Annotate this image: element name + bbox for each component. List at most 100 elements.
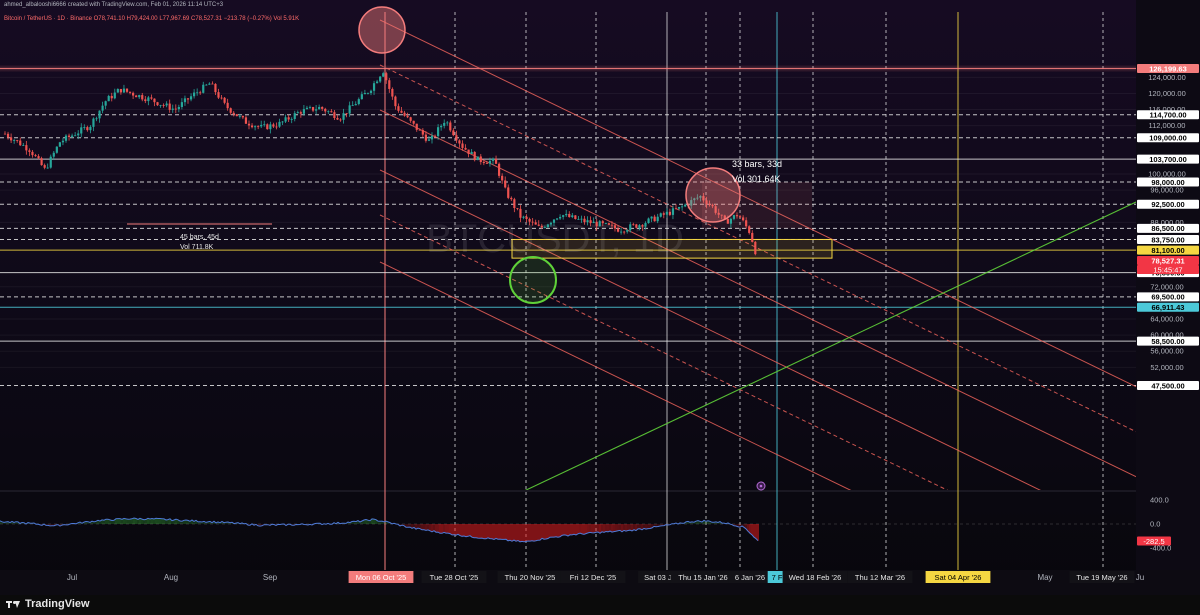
time-tick-label: Aug: [164, 573, 178, 582]
candle: [138, 94, 141, 99]
candle-body: [214, 83, 217, 93]
candle: [708, 200, 711, 207]
time-highlight-bg: [560, 571, 626, 583]
candle: [583, 215, 586, 225]
candle: [156, 101, 159, 107]
oscillator-pane[interactable]: [0, 517, 1136, 543]
candle: [531, 217, 534, 226]
candle-body: [482, 161, 485, 164]
candle-body: [113, 92, 116, 99]
candle: [244, 115, 248, 124]
candle-body: [330, 111, 333, 113]
candle-body: [494, 158, 498, 164]
candle: [165, 101, 168, 108]
candle-body: [308, 107, 312, 108]
candle-body: [67, 135, 71, 137]
candle-body: [464, 147, 467, 150]
candle: [668, 208, 671, 217]
candle-body: [385, 73, 388, 81]
candle: [546, 223, 549, 228]
candle-body: [534, 222, 537, 225]
candle-body: [421, 130, 424, 135]
candle-body: [406, 115, 409, 118]
candle-body: [174, 108, 177, 110]
candle-body: [732, 215, 736, 219]
candle: [528, 217, 531, 226]
candle: [424, 131, 427, 143]
candle: [595, 218, 598, 231]
osc-current-label: -282.5: [1143, 537, 1164, 546]
time-axis[interactable]: Jul Aug Sep May Ju Mon 06 Oct '25 Tue 28 Oct '…: [67, 571, 1144, 583]
candle: [394, 95, 397, 110]
candle-body: [412, 120, 415, 124]
candle: [522, 215, 525, 220]
candle: [357, 97, 360, 106]
candle-body: [189, 96, 193, 100]
price-tick-label: 100,000.00: [1148, 170, 1186, 179]
tradingview-brand[interactable]: TradingView: [6, 598, 90, 610]
candle: [565, 209, 568, 217]
candle: [376, 79, 379, 84]
price-tick-label: 56,000.00: [1150, 347, 1183, 356]
price-levels: [0, 65, 1136, 386]
candle-body: [61, 140, 65, 143]
price-level-label-bg: [1137, 223, 1199, 233]
candle-body: [302, 109, 305, 114]
candle: [488, 157, 492, 167]
candle-body: [125, 88, 129, 92]
candle-body: [443, 122, 446, 126]
candle: [470, 149, 473, 155]
candle: [254, 125, 257, 131]
candle-body: [684, 204, 687, 207]
candle-body: [37, 156, 40, 159]
candle-body: [318, 106, 321, 110]
candle: [604, 222, 607, 225]
time-highlight-label: Tue 19 May '26: [1076, 573, 1127, 582]
candle-body: [458, 140, 461, 144]
candle: [574, 215, 577, 220]
price-tick-label: 60,000.00: [1150, 331, 1183, 340]
candle: [607, 222, 610, 226]
candle-body: [501, 175, 504, 181]
price-level-label-bg: [1137, 199, 1199, 209]
candle-body: [735, 215, 739, 217]
candle: [620, 228, 623, 235]
candle: [40, 156, 43, 166]
candle: [671, 205, 675, 220]
candle: [6, 131, 10, 140]
candle-body: [144, 99, 147, 102]
candle: [241, 115, 244, 120]
candle-body: [568, 213, 571, 218]
candle-body: [247, 123, 251, 126]
candles[interactable]: [3, 71, 757, 256]
candle-body: [571, 215, 574, 218]
price-level-label: 109,000.00: [1149, 134, 1187, 143]
candle: [543, 225, 546, 229]
candle: [315, 104, 318, 115]
countdown-label: 15:45:47: [1153, 265, 1182, 274]
current-price-label-bg: [1137, 255, 1199, 265]
candle: [400, 106, 403, 114]
candle-body: [580, 218, 583, 220]
time-highlight-label: 6 Jan '26: [735, 573, 765, 582]
candle: [653, 214, 656, 222]
candle: [95, 116, 98, 122]
candle-body: [40, 158, 43, 166]
candle-body: [595, 221, 598, 227]
alert-icon[interactable]: [756, 481, 766, 491]
candle-body: [555, 218, 559, 220]
candle: [589, 216, 592, 227]
price-axis[interactable]: 124,000.00 120,000.00 116,000.00 112,000.00…: [1148, 73, 1186, 372]
candle: [193, 89, 196, 99]
candle-body: [366, 92, 370, 94]
candle: [674, 204, 678, 210]
candle: [302, 105, 305, 116]
candle: [568, 211, 571, 218]
channel-line: [379, 169, 1041, 490]
candle: [284, 114, 287, 124]
candle-body: [52, 152, 55, 157]
candle: [321, 106, 324, 112]
time-highlight-bg: [767, 571, 787, 583]
candle-body: [598, 221, 601, 227]
